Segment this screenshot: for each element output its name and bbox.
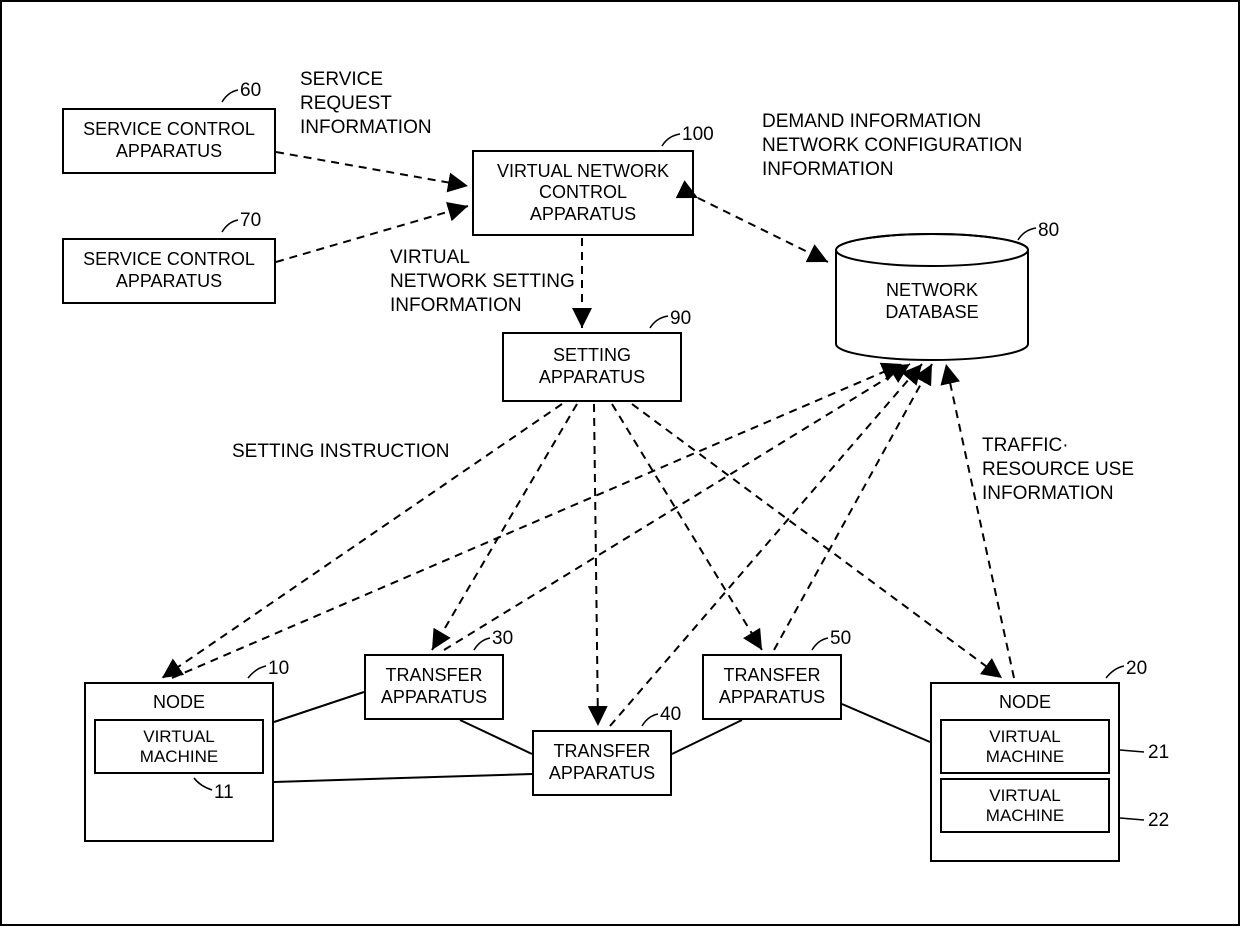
ref-21: 21 bbox=[1148, 742, 1169, 764]
transfer-50: TRANSFER APPARATUS bbox=[702, 654, 842, 720]
vm-22: VIRTUAL MACHINE bbox=[940, 778, 1110, 833]
db-label: NETWORK DATABASE bbox=[832, 280, 1032, 323]
service-control-70: SERVICE CONTROL APPARATUS bbox=[62, 238, 276, 304]
node-20: NODE VIRTUAL MACHINE VIRTUAL MACHINE bbox=[930, 682, 1120, 862]
node-20-title: NODE bbox=[940, 692, 1110, 713]
network-database-80: NETWORK DATABASE bbox=[832, 232, 1032, 362]
ref-30: 30 bbox=[492, 628, 513, 650]
ref-10: 10 bbox=[268, 658, 289, 680]
vm-21: VIRTUAL MACHINE bbox=[940, 719, 1110, 774]
ref-90: 90 bbox=[670, 308, 691, 330]
ref-50: 50 bbox=[830, 628, 851, 650]
transfer-40: TRANSFER APPARATUS bbox=[532, 730, 672, 796]
vm-11: VIRTUAL MACHINE bbox=[94, 719, 264, 774]
node-10-title: NODE bbox=[94, 692, 264, 713]
lbl-demand-info: DEMAND INFORMATION NETWORK CONFIGURATION… bbox=[762, 110, 1022, 181]
lbl-service-request: SERVICE REQUEST INFORMATION bbox=[300, 68, 432, 139]
setting-apparatus-90: SETTING APPARATUS bbox=[502, 332, 682, 402]
ref-40: 40 bbox=[660, 704, 681, 726]
ref-80: 80 bbox=[1038, 220, 1059, 242]
virtual-network-control-100: VIRTUAL NETWORK CONTROL APPARATUS bbox=[472, 150, 694, 236]
lbl-vn-setting: VIRTUAL NETWORK SETTING INFORMATION bbox=[390, 246, 575, 317]
lbl-setting-instruction: SETTING INSTRUCTION bbox=[232, 440, 449, 464]
service-control-60: SERVICE CONTROL APPARATUS bbox=[62, 108, 276, 174]
diagram-canvas: SERVICE CONTROL APPARATUS 60 SERVICE CON… bbox=[0, 0, 1240, 926]
transfer-30: TRANSFER APPARATUS bbox=[364, 654, 504, 720]
ref-70: 70 bbox=[240, 210, 261, 232]
ref-20: 20 bbox=[1126, 658, 1147, 680]
ref-100: 100 bbox=[682, 124, 714, 146]
node-10: NODE VIRTUAL MACHINE bbox=[84, 682, 274, 842]
ref-22: 22 bbox=[1148, 810, 1169, 832]
ref-11: 11 bbox=[214, 782, 234, 804]
lbl-traffic: TRAFFIC· RESOURCE USE INFORMATION bbox=[982, 434, 1134, 505]
ref-60: 60 bbox=[240, 80, 261, 102]
